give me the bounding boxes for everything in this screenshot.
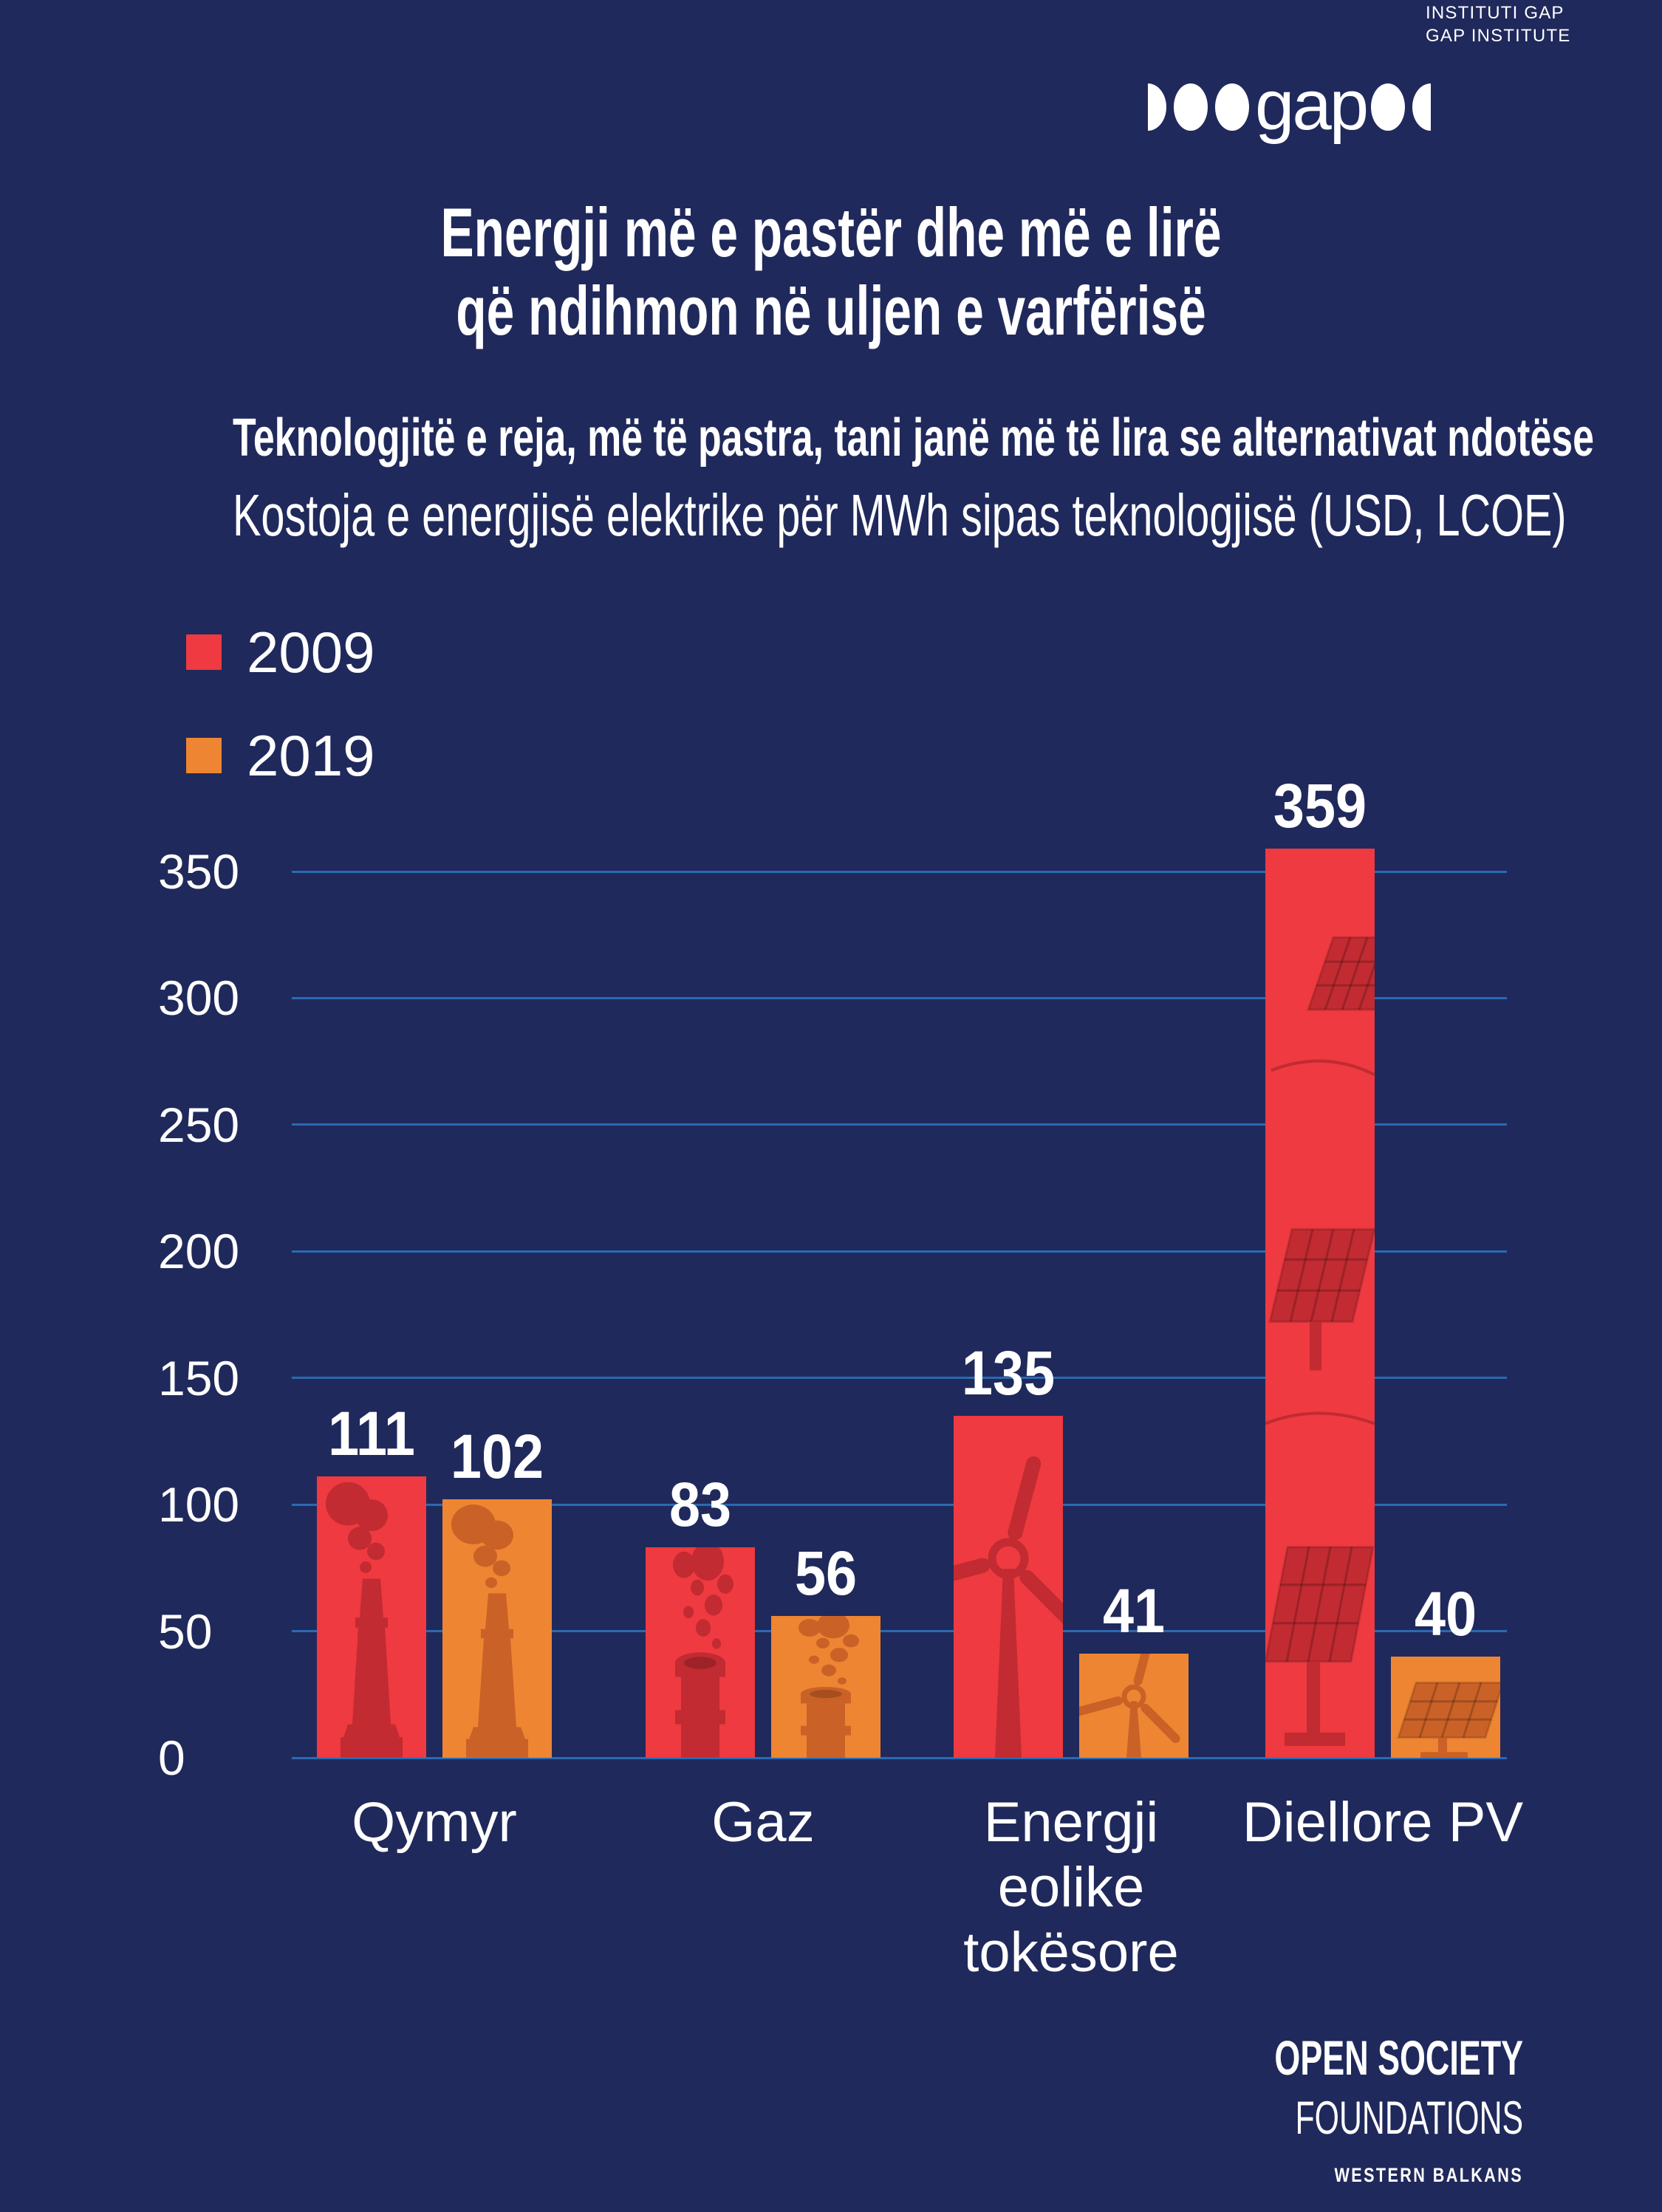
bar-2009-Qymyr xyxy=(317,1476,426,1758)
bar-2019-Energji eolike tokësore xyxy=(1079,1654,1189,1758)
gridline-350 xyxy=(292,870,1507,873)
osf-line-1: OPEN SOCIETY xyxy=(1274,2030,1523,2085)
bar-2009-Diellore PV xyxy=(1265,849,1375,1758)
y-axis-tick-label: 250 xyxy=(158,1097,240,1152)
page-title: Energji më e pastër dhe më e lirë që ndi… xyxy=(233,194,1429,350)
page-subtitle: Teknologjitë e reja, më të pastra, tani … xyxy=(232,408,1594,468)
y-axis-tick-label: 50 xyxy=(158,1603,213,1659)
legend-swatch-2009 xyxy=(186,634,222,670)
gridline-200 xyxy=(292,1250,1507,1253)
oval-icon xyxy=(1371,83,1406,131)
bar-value-label: 83 xyxy=(668,1470,732,1540)
title-line-2: që ndihmon në uljen e varfërisë xyxy=(456,272,1206,349)
gap-institute-tagline: INSTITUTI GAP GAP INSTITUTE xyxy=(1426,1,1571,47)
bar-chart: 111 83 135 359 102 56 41 40 Qymyr Gaz Energji eolik… xyxy=(292,753,1523,1984)
chart-legend: 2009 2019 xyxy=(186,619,375,826)
x-axis-label-Qymyr: Qymyr xyxy=(352,1791,517,1854)
x-axis-label-Energji eolike tokësore: Energji eolike tokësore xyxy=(963,1791,1179,1984)
bar-2019-Qymyr xyxy=(442,1499,552,1758)
bar-2009-Energji eolike tokësore xyxy=(954,1416,1063,1758)
wind-turbine-icon xyxy=(1079,1654,1180,1758)
title-line-1: Energji më e pastër dhe më e lirë xyxy=(440,194,1222,271)
coal-chimney-icon xyxy=(451,1504,528,1758)
gas-pipe-icon xyxy=(673,1547,733,1758)
bar-value-label: 41 xyxy=(1102,1576,1166,1646)
oval-icon xyxy=(1215,83,1249,131)
bar-value-label: 56 xyxy=(794,1538,858,1608)
bar-2019-Diellore PV xyxy=(1391,1656,1500,1758)
y-axis-tick-label: 150 xyxy=(158,1350,240,1405)
osf-line-2: FOUNDATIONS xyxy=(1295,2092,1523,2144)
half-circle-icon xyxy=(1412,83,1432,131)
tagline-line-1: INSTITUTI GAP xyxy=(1426,3,1564,23)
gridline-50 xyxy=(292,1630,1507,1633)
y-axis-tick-label: 300 xyxy=(158,970,240,1026)
gas-pipe-icon xyxy=(798,1616,859,1758)
y-axis-tick-label: 100 xyxy=(158,1477,240,1533)
x-axis-label-Diellore PV: Diellore PV xyxy=(1242,1791,1524,1854)
legend-swatch-2019 xyxy=(186,738,222,773)
solar-panel-icon xyxy=(1396,1681,1500,1758)
osf-line-3: WESTERN BALKANS xyxy=(1334,2164,1523,2186)
legend-label-2019: 2019 xyxy=(247,723,375,788)
bar-value-label: 111 xyxy=(328,1399,415,1469)
tagline-line-2: GAP INSTITUTE xyxy=(1426,26,1571,46)
bar-2009-Gaz xyxy=(646,1547,755,1758)
gap-institute-logo: gap xyxy=(1148,66,1432,145)
legend-label-2009: 2009 xyxy=(247,620,375,685)
bar-value-label: 359 xyxy=(1273,771,1367,841)
wind-turbine-icon xyxy=(954,1456,1063,1758)
gridline-150 xyxy=(292,1377,1507,1380)
gridline-250 xyxy=(292,1123,1507,1126)
gap-logo-dots: gap xyxy=(1148,66,1432,145)
bar-value-label: 102 xyxy=(450,1422,544,1492)
gap-wordmark: gap xyxy=(1255,66,1369,145)
bar-value-label: 135 xyxy=(961,1338,1056,1408)
gridline-300 xyxy=(292,996,1507,999)
gridline-100 xyxy=(292,1503,1507,1506)
coal-chimney-icon xyxy=(326,1482,403,1758)
y-axis: 0 50 100 150 200 250 300 350 xyxy=(158,0,291,2212)
half-circle-icon xyxy=(1148,83,1166,131)
y-axis-tick-label: 350 xyxy=(158,844,240,899)
legend-item-2019: 2019 xyxy=(186,722,375,789)
y-axis-tick-label: 0 xyxy=(158,1730,185,1785)
y-axis-tick-label: 200 xyxy=(158,1224,240,1279)
bar-value-label: 40 xyxy=(1414,1578,1477,1648)
gridline-0 xyxy=(292,1756,1507,1759)
bar-2019-Gaz xyxy=(771,1616,880,1758)
solar-panel-icon xyxy=(1265,936,1375,1746)
chart-caption: Kostoja e energjisë elektrike për MWh si… xyxy=(232,482,1567,548)
x-axis-label-Gaz: Gaz xyxy=(711,1791,815,1854)
open-society-foundations-logo: OPEN SOCIETY FOUNDATIONS WESTERN BALKANS xyxy=(1157,2030,1523,2187)
oval-icon xyxy=(1174,83,1208,131)
legend-item-2009: 2009 xyxy=(186,619,375,685)
